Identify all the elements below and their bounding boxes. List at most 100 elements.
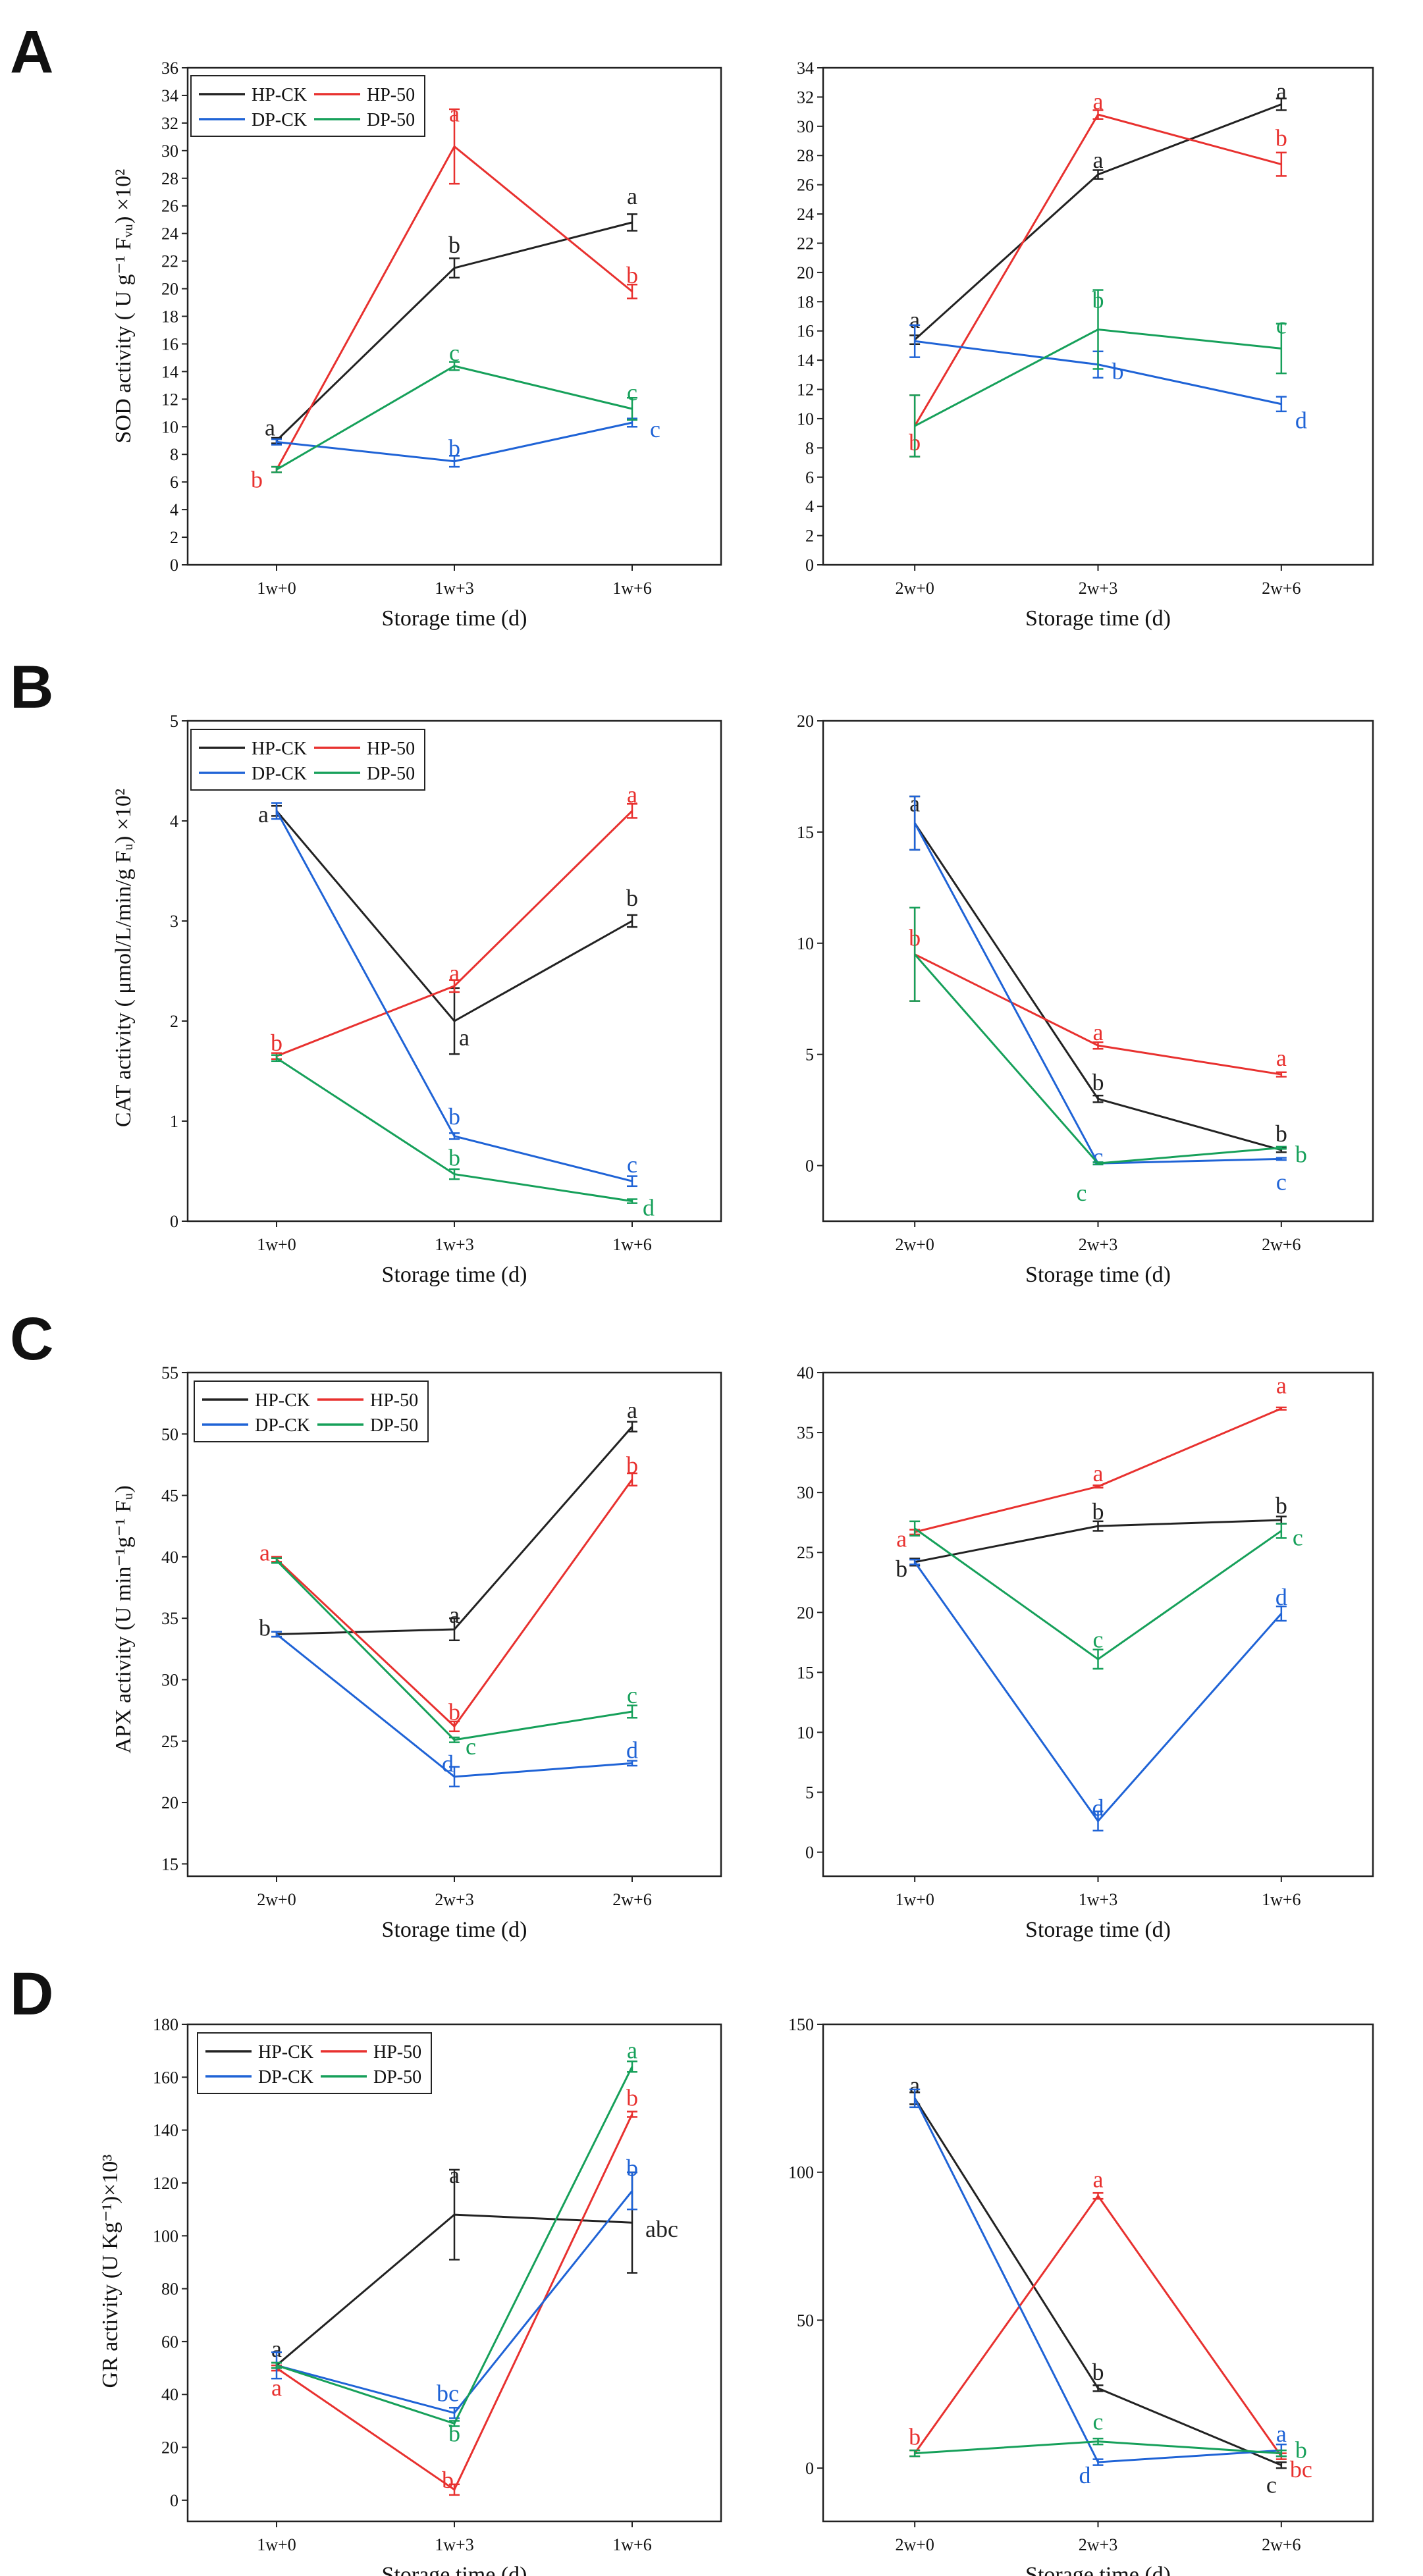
x-tick-label: 1w+0 <box>257 1235 296 1254</box>
x-tick-label: 2w+0 <box>895 1235 934 1254</box>
significance-label: b <box>1275 1120 1287 1147</box>
panel-letter-a: A <box>10 18 53 86</box>
significance-label: a <box>1093 1460 1104 1486</box>
y-tick-label: 10 <box>797 1723 814 1742</box>
y-tick-label: 1 <box>170 1112 178 1131</box>
significance-label: d <box>442 1750 454 1777</box>
y-tick-label: 4 <box>805 497 814 516</box>
x-axis-title: Storage time (d) <box>382 606 527 631</box>
significance-label: a <box>271 2336 282 2362</box>
y-tick-label: 6 <box>170 473 178 492</box>
series-line-dp-ck <box>913 822 1281 1165</box>
x-axis-title: Storage time (d) <box>382 1263 527 1287</box>
significance-label: d <box>1079 2462 1091 2488</box>
y-tick-label: 2 <box>170 1012 178 1031</box>
y-tick-label: 30 <box>161 1670 178 1689</box>
significance-label: b <box>909 2424 921 2450</box>
y-tick-label: 100 <box>788 2163 814 2182</box>
legend-label-dp-ck: DP-CK <box>255 1415 310 1436</box>
significance-label: b <box>1092 1498 1104 1525</box>
y-tick-label: 20 <box>797 263 814 282</box>
significance-label: a <box>1276 1373 1287 1399</box>
significance-label: b <box>1295 1142 1307 1168</box>
significance-label: b <box>448 1103 460 1130</box>
significance-label: b <box>1112 358 1124 384</box>
significance-label: c <box>627 379 637 406</box>
significance-label: b <box>1275 1492 1287 1519</box>
y-tick-label: 24 <box>161 224 178 244</box>
x-tick-label: 2w+3 <box>1079 579 1117 598</box>
significance-label: a <box>627 1397 637 1423</box>
y-tick-label: 24 <box>797 205 814 224</box>
significance-label: a <box>896 1525 907 1552</box>
significance-label: a <box>258 801 269 828</box>
y-tick-label: 14 <box>797 351 814 370</box>
significance-label: d <box>626 1737 638 1763</box>
y-tick-label: 30 <box>797 1483 814 1502</box>
x-tick-label: 1w+6 <box>612 2535 651 2554</box>
x-axis-title: Storage time (d) <box>382 1918 527 1942</box>
y-tick-label: 100 <box>153 2226 178 2246</box>
significance-label: a <box>627 183 637 209</box>
legend-label-dp-50: DP-50 <box>373 2067 421 2088</box>
legend-box <box>197 2032 432 2094</box>
significance-label: c <box>1093 1143 1104 1170</box>
y-tick-label: 26 <box>797 176 814 195</box>
y-tick-label: 25 <box>797 1543 814 1562</box>
y-tick-label: 4 <box>170 812 178 831</box>
significance-label: a <box>1276 2421 1287 2447</box>
legend-label-hp-ck: HP-CK <box>258 2042 313 2063</box>
y-tick-label: 35 <box>797 1423 814 1442</box>
x-tick-label: 1w+0 <box>257 2535 296 2554</box>
series-line-dp-ck <box>913 1561 1282 1823</box>
significance-label: c <box>466 1733 476 1760</box>
x-tick-label: 1w+3 <box>435 579 473 598</box>
x-tick-label: 1w+0 <box>257 579 296 598</box>
y-tick-label: 8 <box>170 445 178 464</box>
y-tick-label: 30 <box>161 142 178 161</box>
x-tick-label: 2w+0 <box>257 1890 296 1909</box>
legend-label-dp-50: DP-50 <box>367 110 415 130</box>
y-tick-label: 15 <box>797 823 814 842</box>
y-tick-label: 35 <box>161 1609 178 1628</box>
chart-apx-2w: 15 20 25 30 35 40 45 50 55 2w+0 2w+3 2w+6 Storage ti… <box>161 1363 722 1942</box>
significance-label: a <box>265 414 275 440</box>
significance-label: a <box>1276 78 1287 105</box>
x-axis-title: Storage time (d) <box>1025 1263 1171 1287</box>
significance-label: b <box>1275 125 1287 151</box>
significance-label: abc <box>645 2216 678 2242</box>
y-tick-label: 140 <box>153 2121 178 2140</box>
x-tick-label: 2w+6 <box>1262 1235 1301 1254</box>
y-tick-label: 2 <box>170 528 178 547</box>
y-tick-label: 20 <box>797 1603 814 1622</box>
y-tick-label: 30 <box>797 117 814 136</box>
y-tick-label: 28 <box>161 169 178 188</box>
y-tick-label: 20 <box>797 712 814 731</box>
y-tick-label: 28 <box>797 146 814 165</box>
significance-label: a <box>1093 88 1104 115</box>
y-tick-label: 8 <box>805 438 814 458</box>
y-tick-label: 5 <box>805 1783 814 1802</box>
x-tick-label: 2w+6 <box>612 1890 651 1909</box>
y-tick-label: 18 <box>797 292 814 311</box>
y-tick-label: 40 <box>161 2385 178 2404</box>
significance-label: d <box>1295 407 1307 434</box>
significance-label: a <box>1093 2167 1104 2193</box>
significance-label: c <box>650 416 660 442</box>
panel-letter-b: B <box>10 654 53 721</box>
significance-label: a <box>459 1024 470 1051</box>
y-tick-label: 120 <box>153 2174 178 2193</box>
significance-label: a <box>627 2037 637 2063</box>
legend-label-dp-ck: DP-CK <box>252 110 307 130</box>
y-tick-label: 12 <box>161 390 178 409</box>
significance-label: b <box>259 1614 271 1641</box>
significance-label: b <box>442 2467 454 2493</box>
significance-label: c <box>1276 312 1287 338</box>
panel-letter-c: C <box>10 1305 53 1373</box>
significance-label: b <box>626 2155 638 2181</box>
significance-label: bc <box>437 2380 459 2406</box>
significance-label: a <box>271 2375 282 2401</box>
y-tick-label: 20 <box>161 1793 178 1812</box>
y-tick-label: 150 <box>788 2015 814 2034</box>
